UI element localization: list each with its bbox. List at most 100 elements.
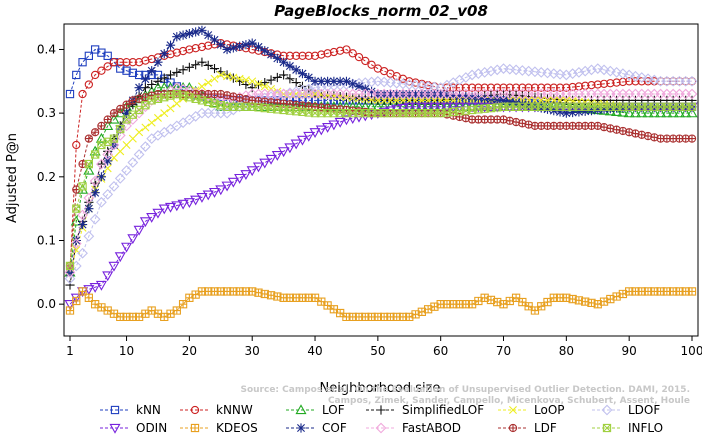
point-knnw (197, 42, 207, 52)
point-ldof (108, 180, 120, 192)
point-loop (386, 96, 395, 105)
point-ldof (611, 67, 622, 78)
point-knnw (84, 80, 93, 89)
point-loop (260, 82, 269, 91)
point-simplifiedlof (266, 75, 276, 85)
point-ldof (378, 76, 390, 88)
series-knnw (65, 38, 697, 277)
point-knnw (116, 58, 125, 67)
point-loop (367, 95, 376, 104)
point-fastabod (96, 158, 107, 170)
point-ldof (573, 67, 585, 78)
point-loop (166, 104, 175, 113)
x-tick-label: 20 (182, 344, 197, 358)
legend-item-knn: kNN (100, 403, 161, 417)
point-knnw (543, 83, 552, 92)
point-ldf (109, 109, 119, 118)
point-odin (422, 102, 434, 113)
point-ldof (121, 165, 132, 176)
point-odin (265, 154, 277, 165)
legend-label-odin: ODIN (136, 421, 167, 434)
point-cof (335, 76, 345, 86)
point-odin (340, 115, 352, 126)
point-cof (297, 69, 308, 79)
point-knn (78, 58, 87, 67)
point-knnw (109, 58, 119, 67)
legend-item-simplifiedlof: SimplifiedLOF (366, 403, 484, 417)
legend-label-cof: COF (322, 421, 347, 434)
point-odin (441, 102, 453, 113)
point-ldof (560, 69, 572, 81)
point-ldof (623, 69, 635, 81)
point-odin (158, 204, 170, 215)
legend-item-fastabod: FastABOD (366, 421, 461, 434)
legend-label-loop: LoOP (534, 403, 565, 417)
point-knnw (461, 83, 470, 92)
point-ldof (146, 133, 158, 144)
point-kdeos (530, 306, 540, 315)
point-lof (636, 107, 648, 118)
point-odin (89, 283, 101, 293)
point-cof (266, 49, 276, 60)
point-loop (135, 128, 144, 137)
point-inflo (687, 102, 697, 111)
point-knnw (593, 80, 602, 89)
legend-item-kdeos: KDEOS (180, 421, 258, 434)
point-ldof (133, 149, 145, 160)
point-cof (505, 97, 515, 107)
point-loop (204, 78, 213, 87)
point-cof (90, 188, 100, 198)
point-odin (271, 151, 283, 161)
point-cof (285, 61, 295, 71)
legend-label-knn: kNN (136, 403, 161, 417)
point-odin (127, 234, 139, 245)
point-cof (140, 74, 150, 84)
point-cof (279, 57, 289, 67)
series-kdeos (65, 287, 697, 322)
point-ldof (535, 67, 547, 78)
point-lof (686, 107, 698, 118)
legend-item-knnw: kNNW (180, 403, 253, 417)
point-cof (209, 35, 220, 45)
y-tick-label: 0.4 (37, 42, 56, 56)
point-cof (316, 76, 326, 86)
legend-label-simplifiedlof: SimplifiedLOF (402, 403, 484, 417)
point-cof (260, 46, 270, 56)
series-line-inflo (69, 93, 692, 267)
point-ldof (391, 77, 403, 89)
point-odin (108, 261, 120, 272)
point-ldof (397, 78, 409, 90)
point-knnw (72, 140, 81, 150)
point-cof (524, 100, 534, 111)
point-ldof (177, 117, 189, 129)
point-odin (133, 225, 145, 236)
point-odin (334, 117, 346, 128)
series-inflo (65, 89, 697, 271)
point-odin (95, 280, 107, 291)
point-ldof (604, 65, 616, 77)
point-kdeos (518, 297, 527, 307)
point-cof (555, 107, 565, 117)
point-cof (612, 103, 622, 113)
point-fastabod (83, 192, 95, 204)
point-ldof (516, 65, 528, 76)
point-ldf (116, 104, 125, 114)
point-cof (216, 40, 226, 50)
x-tick-label: 10 (119, 344, 134, 358)
point-cof (84, 204, 94, 214)
point-ldof (466, 69, 478, 81)
y-axis-label: Adjusted P@n (5, 133, 20, 223)
point-odin (183, 198, 195, 209)
point-knnw (103, 62, 112, 71)
point-cof (448, 90, 458, 100)
point-simplifiedlof (191, 60, 201, 70)
point-odin (322, 123, 334, 133)
point-ldof (636, 72, 648, 83)
point-knn (116, 64, 125, 73)
point-simplifiedlof (147, 79, 157, 90)
point-loop (210, 74, 219, 83)
point-odin (221, 181, 233, 192)
point-odin (164, 202, 177, 213)
legend-marker-fastabod (375, 422, 387, 434)
point-cof (121, 108, 132, 118)
